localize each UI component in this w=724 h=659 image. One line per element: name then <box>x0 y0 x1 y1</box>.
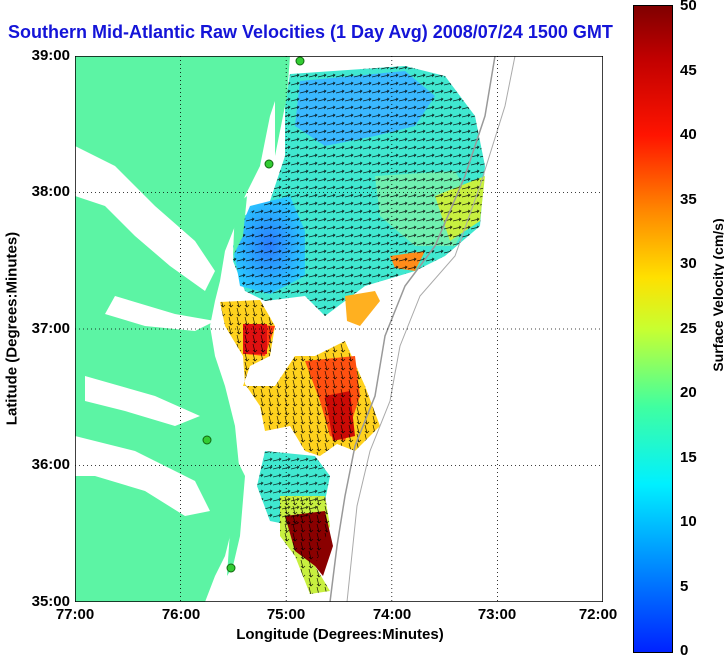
x-tick-label: 77:00 <box>55 606 95 623</box>
map-title: Southern Mid-Atlantic Raw Velocities (1 … <box>8 22 613 42</box>
bathymetry-contour <box>329 56 496 602</box>
colorbar-tick: 10 <box>680 513 697 530</box>
colorbar-label: Surface Velocity (cm/s) <box>710 218 724 372</box>
station-marker <box>264 159 274 169</box>
colorbar <box>633 5 673 653</box>
colorbar-tick: 25 <box>680 320 697 337</box>
station-marker <box>226 563 236 573</box>
land-mass <box>75 56 290 602</box>
colorbar-tick: 20 <box>680 384 697 401</box>
x-tick-label: 75:00 <box>266 606 306 623</box>
y-tick-label: 36:00 <box>31 456 70 473</box>
velocity-field <box>220 66 485 594</box>
colorbar-tick: 40 <box>680 126 697 143</box>
y-axis-label: Latitude (Degrees:Minutes) <box>3 231 21 426</box>
y-tick-label: 37:00 <box>31 320 70 337</box>
colorbar-tick: 15 <box>680 449 697 466</box>
colorbar-tick: 5 <box>680 578 689 595</box>
bathymetry-contour-outer <box>346 56 516 602</box>
y-tick-label: 35:00 <box>31 593 70 610</box>
y-tick-label: 39:00 <box>31 47 70 64</box>
x-axis-label: Longitude (Degrees:Minutes) <box>236 626 444 643</box>
x-tick-label: 76:00 <box>161 606 201 623</box>
colorbar-tick: 30 <box>680 255 697 272</box>
colorbar-tick: 45 <box>680 62 697 79</box>
station-marker <box>202 435 212 445</box>
colorbar-tick: 0 <box>680 642 689 659</box>
map-plot-area <box>75 56 603 602</box>
colorbar-tick: 50 <box>680 0 697 14</box>
colorbar-tick: 35 <box>680 191 697 208</box>
map-svg <box>75 56 603 602</box>
station-marker <box>295 56 305 66</box>
x-tick-label: 73:00 <box>477 606 517 623</box>
y-tick-label: 38:00 <box>31 183 70 200</box>
x-tick-label: 74:00 <box>372 606 412 623</box>
x-tick-label: 72:00 <box>578 606 618 623</box>
grid-lines <box>75 56 603 602</box>
